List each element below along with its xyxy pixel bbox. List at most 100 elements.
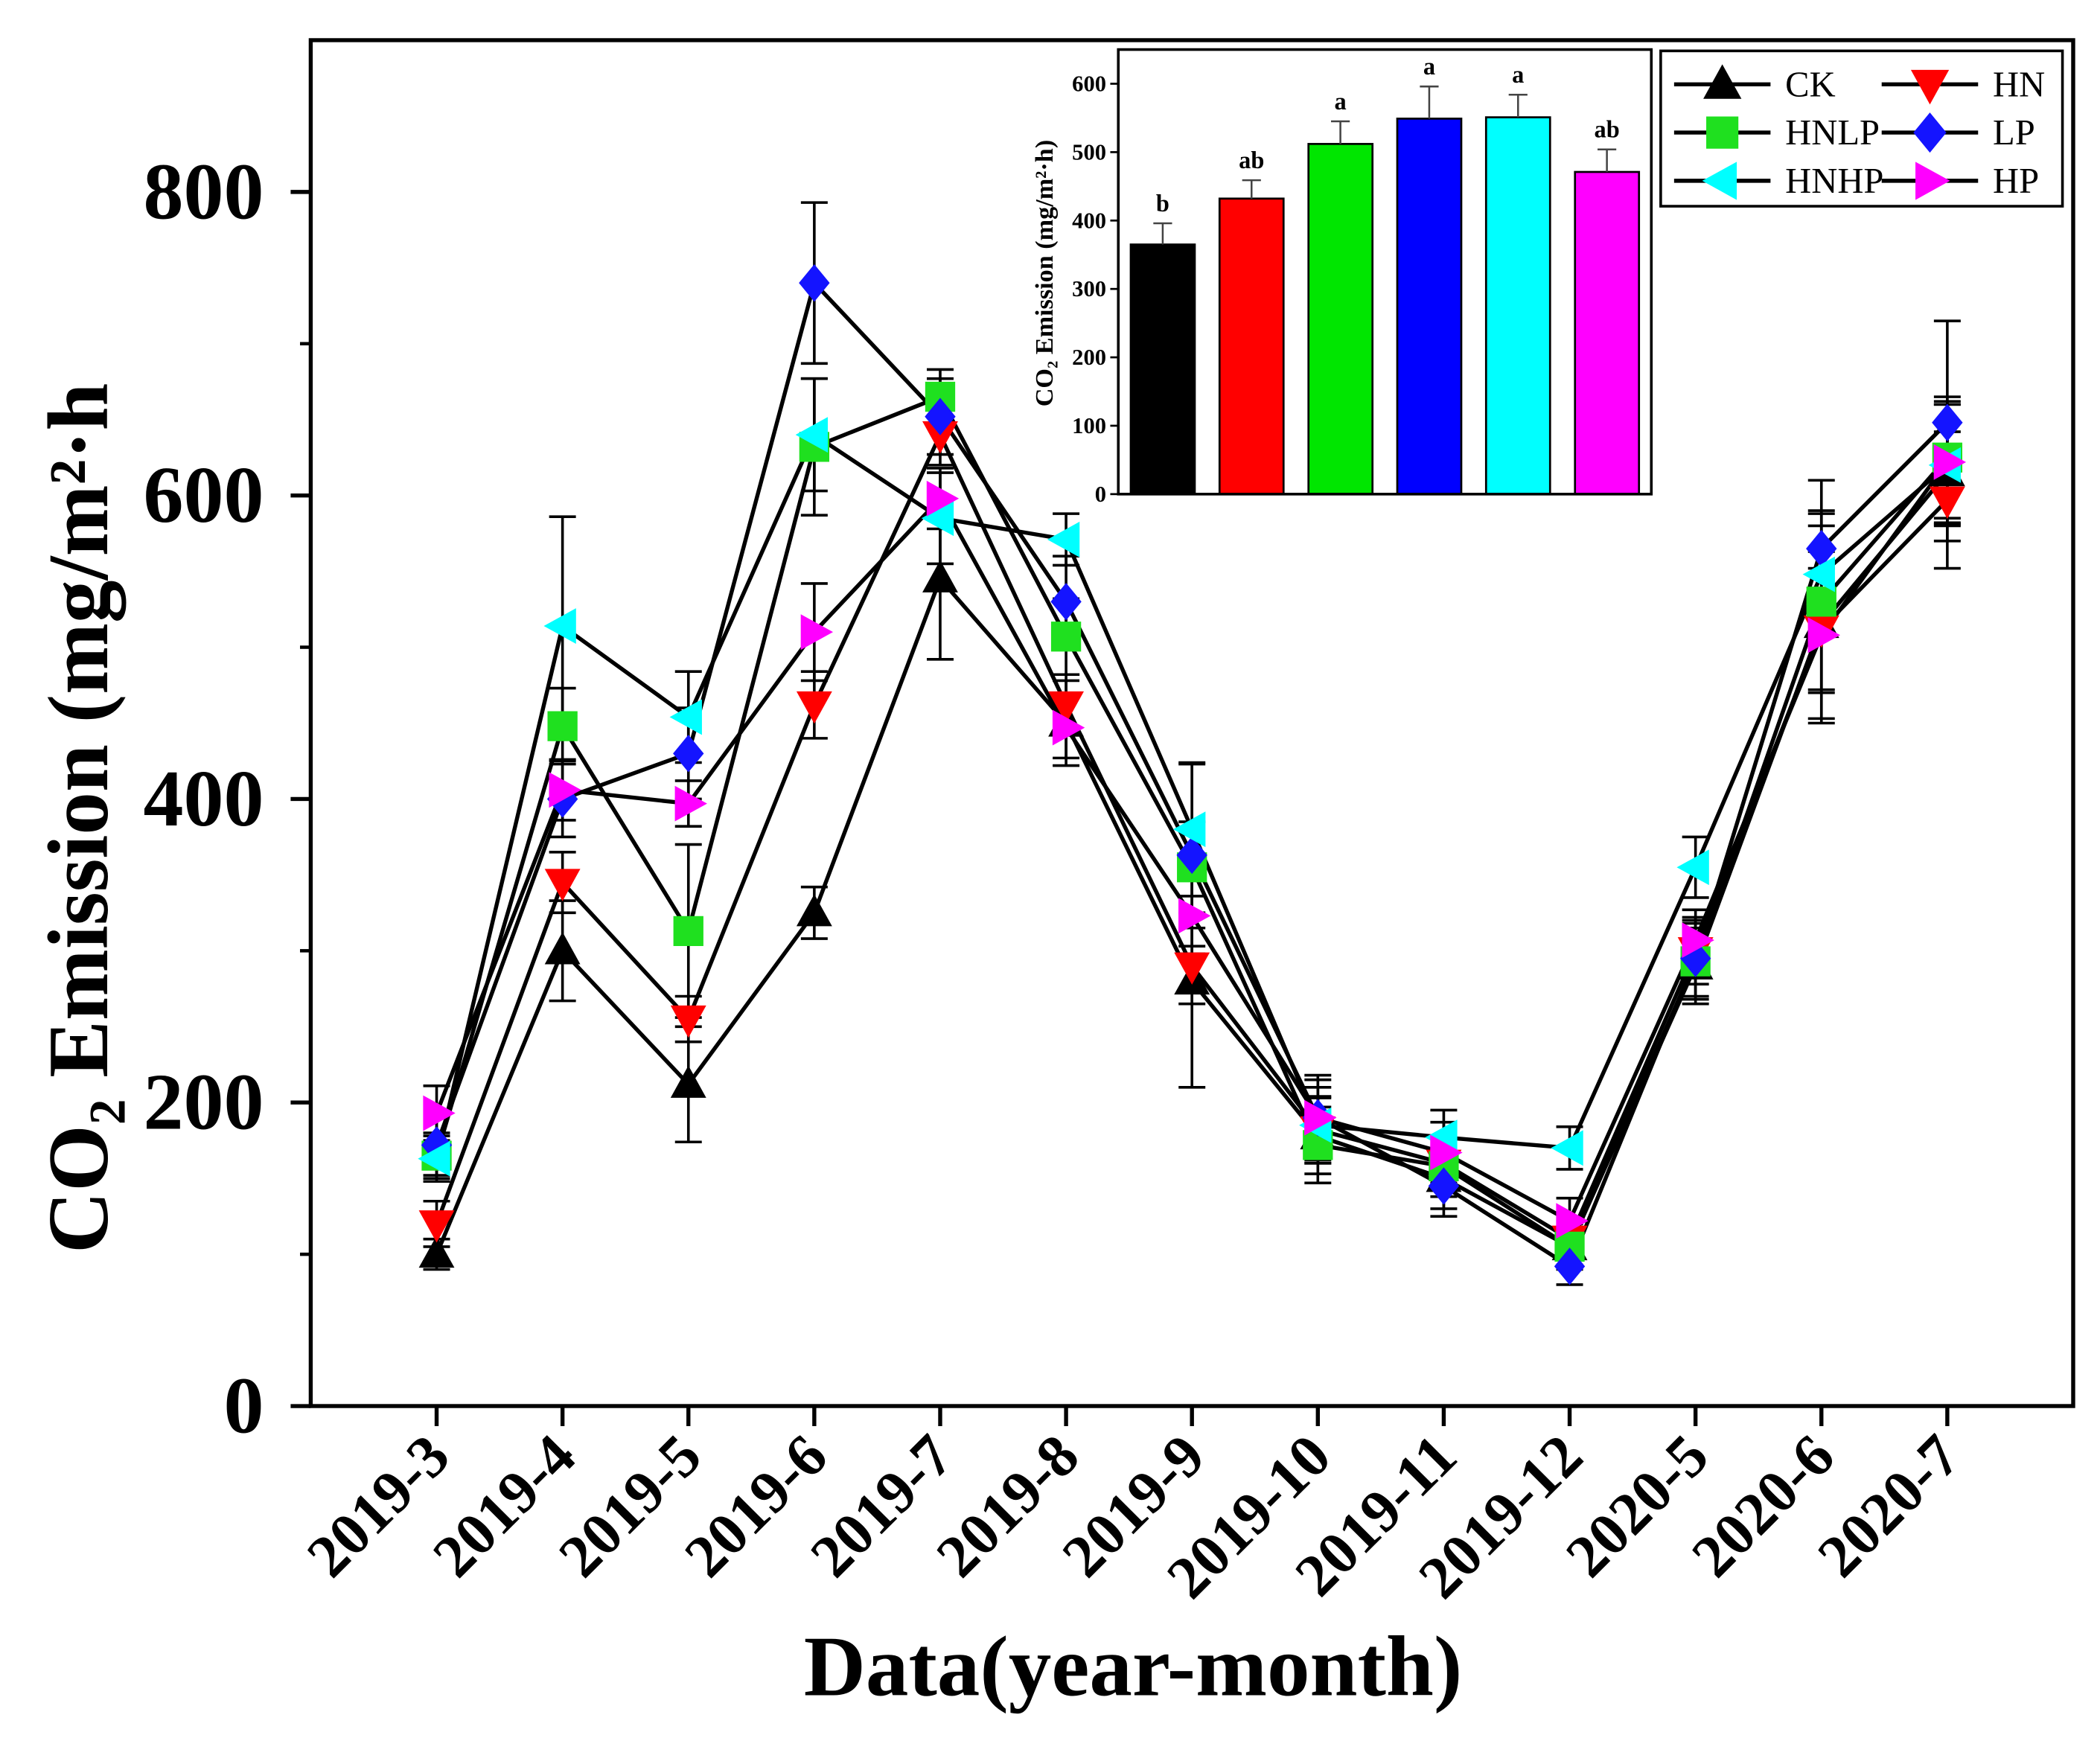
main-series-layer xyxy=(418,201,1967,1286)
data-point-hp xyxy=(1807,617,1840,654)
inset-y-tick-label: 100 xyxy=(1072,413,1106,438)
data-point-hn xyxy=(1174,952,1210,985)
legend-label: HN xyxy=(1993,64,2045,104)
bar-group-hnlp: a xyxy=(1307,89,1374,496)
data-point-lp xyxy=(1554,1247,1586,1285)
data-point-hn xyxy=(922,421,958,454)
inset-y-axis: 0 100 200 300 400 500 600 xyxy=(1072,71,1119,507)
significance-letter: a xyxy=(1423,54,1435,80)
bar-group-hnhp: a xyxy=(1484,62,1551,496)
data-point-hn xyxy=(796,691,832,724)
legend-item-ck: CK xyxy=(1673,64,1836,104)
inset-y-tick-label: 300 xyxy=(1072,276,1106,301)
legend-item-hnhp: HNHP xyxy=(1673,161,1883,201)
legend-marker-hp xyxy=(1915,162,1950,200)
bar-group-lp: a xyxy=(1396,54,1463,496)
inset-y-tick-label: 200 xyxy=(1072,345,1106,370)
legend-label: CK xyxy=(1785,64,1835,104)
bar-group-hn: ab xyxy=(1218,147,1285,496)
legend-item-hn: HN xyxy=(1881,64,2045,105)
data-point-hnhp xyxy=(543,608,576,644)
inset-y-tick-label: 400 xyxy=(1072,208,1106,233)
legend-marker-hnlp xyxy=(1706,116,1739,149)
data-point-ck xyxy=(922,560,958,592)
data-point-hnlp xyxy=(1806,587,1836,617)
significance-letter: ab xyxy=(1239,147,1264,174)
legend-label: LP xyxy=(1993,112,2035,153)
data-point-hp xyxy=(1052,709,1085,746)
data-point-hp xyxy=(800,614,834,651)
data-point-hn xyxy=(1048,691,1085,724)
significance-letter: a xyxy=(1512,62,1524,89)
data-point-hnhp xyxy=(1802,556,1835,592)
data-point-ck xyxy=(670,1065,706,1098)
data-point-hnhp xyxy=(921,500,954,537)
data-point-hn xyxy=(1929,486,1965,519)
data-point-hp xyxy=(1933,444,1967,480)
bar-hnhp xyxy=(1484,116,1551,496)
data-point-hp xyxy=(549,772,581,808)
legend-item-lp: LP xyxy=(1881,112,2035,153)
inset-plot-frame xyxy=(1117,48,1653,496)
bar-group-hp: ab xyxy=(1574,117,1641,496)
inset-y-tick-label: 500 xyxy=(1072,139,1106,164)
data-point-hn xyxy=(544,869,581,901)
data-point-hnhp xyxy=(1676,849,1709,886)
significance-letter: ab xyxy=(1595,117,1620,144)
bar-ck xyxy=(1129,243,1196,496)
significance-letter: b xyxy=(1156,191,1169,217)
data-point-hp xyxy=(1682,922,1714,959)
data-point-hnhp xyxy=(1173,811,1206,848)
y-tick-label: 600 xyxy=(144,451,264,540)
data-point-hnlp xyxy=(1050,622,1082,652)
legend-label: HNHP xyxy=(1785,161,1883,201)
data-point-ck xyxy=(418,1235,455,1268)
bar-group-ck: b xyxy=(1129,191,1196,496)
bar-lp xyxy=(1396,118,1463,496)
inset-y-axis-title: CO₂ Emission (mg/m²·h) xyxy=(1031,140,1059,406)
bar-hp xyxy=(1574,170,1641,496)
main-x-axis-title: Data(year-month) xyxy=(804,1619,1463,1714)
data-point-hnhp xyxy=(795,417,829,453)
inset-y-tick-label: 0 xyxy=(1095,482,1106,507)
y-tick-label: 400 xyxy=(144,755,264,843)
series-markers xyxy=(418,263,1967,1285)
data-point-ck xyxy=(544,932,581,965)
data-point-lp xyxy=(1428,1167,1460,1205)
y-tick-label: 0 xyxy=(223,1362,264,1451)
bar-hnlp xyxy=(1307,143,1374,496)
legend-marker-lp xyxy=(1913,112,1947,153)
data-point-lp xyxy=(1050,583,1082,621)
data-point-hp xyxy=(1304,1099,1337,1136)
data-point-hn xyxy=(418,1210,455,1243)
bar-hn xyxy=(1218,197,1285,496)
data-point-ck xyxy=(796,894,832,927)
legend-marker-ck xyxy=(1703,64,1742,99)
legend-label: HNLP xyxy=(1785,112,1880,153)
legend-label: HP xyxy=(1993,161,2039,201)
legend-marker-hn xyxy=(1910,69,1950,105)
y-tick-label: 800 xyxy=(144,147,264,236)
data-point-hn xyxy=(670,1005,706,1038)
data-point-hp xyxy=(423,1095,456,1131)
inset-bar-chart: b ab a a a ab 0 100 200 300 400 500 600 CO₂ Emissio… xyxy=(1031,48,1653,507)
data-point-hnlp xyxy=(1554,1231,1585,1262)
main-y-axis: 0 200 400 600 800 xyxy=(144,147,311,1451)
data-point-hnlp xyxy=(673,916,703,947)
y-tick-label: 200 xyxy=(144,1058,264,1147)
data-point-hnhp xyxy=(669,699,702,735)
significance-letter: a xyxy=(1335,89,1347,115)
data-point-hnhp xyxy=(418,1140,450,1177)
inset-background xyxy=(1118,49,1652,494)
legend-entries: CK HN HNLP LP HNHP HP xyxy=(1673,64,2045,201)
data-point-hp xyxy=(1178,898,1211,934)
legend-marker-hnhp xyxy=(1702,162,1737,200)
inset-y-tick-label: 600 xyxy=(1072,71,1106,97)
legend-item-hnlp: HNLP xyxy=(1673,112,1880,153)
data-point-hp xyxy=(1430,1134,1463,1171)
main-y-axis-title: CO₂ Emission (mg/m²·h xyxy=(31,383,126,1253)
legend-item-hp: HP xyxy=(1881,161,2039,201)
data-point-hp xyxy=(1556,1203,1589,1239)
